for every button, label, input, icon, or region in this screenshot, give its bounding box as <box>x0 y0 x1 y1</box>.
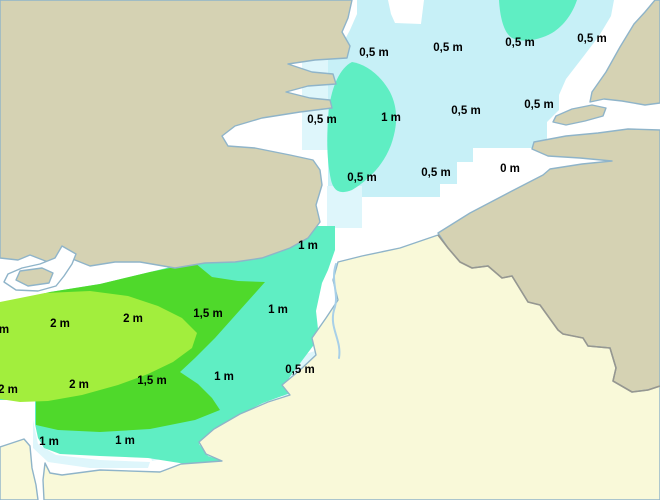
height-label: 1 m <box>39 436 59 448</box>
height-labels: 0,5 m 0,5 m 0,5 m 0,5 m 0,5 m 1 m 0,5 m 0,5 m 0,… <box>0 33 607 448</box>
height-label: 1 m <box>381 112 401 124</box>
height-label: 1,5 m <box>137 375 166 387</box>
zone-shallow-dover-strip <box>327 186 362 228</box>
france-corner <box>0 438 39 500</box>
harbour-island <box>15 267 54 287</box>
height-label: 0,5 m <box>285 364 314 376</box>
height-label: 2 m <box>50 318 70 330</box>
height-label: 1 m <box>115 435 135 447</box>
height-label: 0,5 m <box>524 99 553 111</box>
netherlands-mainland <box>589 0 660 106</box>
height-label: 0,5 m <box>421 167 450 179</box>
height-label: 0 m <box>500 163 520 175</box>
delta-island <box>552 104 607 126</box>
height-label: 0,5 m <box>433 42 462 54</box>
country-border <box>437 234 660 393</box>
height-label: 0,5 m <box>451 105 480 117</box>
height-label: m <box>0 324 9 336</box>
height-label: 0,5 m <box>347 172 376 184</box>
height-label: 1,5 m <box>193 308 222 320</box>
zone-1m-north-blob <box>499 0 577 41</box>
height-label: 2 m <box>0 384 18 396</box>
height-label: 0,5 m <box>307 114 336 126</box>
zone-shallow-channel-fringe-south <box>33 420 150 468</box>
height-label: 1 m <box>214 371 234 383</box>
england-landmass <box>0 0 353 269</box>
zone-1m-essex-blob <box>327 62 397 193</box>
height-label: 0,5 m <box>577 33 606 45</box>
river <box>331 263 341 359</box>
height-label: 2 m <box>123 313 143 325</box>
height-label: 2 m <box>69 379 89 391</box>
zone-2m-channel <box>0 291 197 402</box>
height-label: 0,5 m <box>505 37 534 49</box>
height-label: 0,5 m <box>359 47 388 59</box>
height-label: 1 m <box>298 240 318 252</box>
height-label: 1 m <box>268 304 288 316</box>
